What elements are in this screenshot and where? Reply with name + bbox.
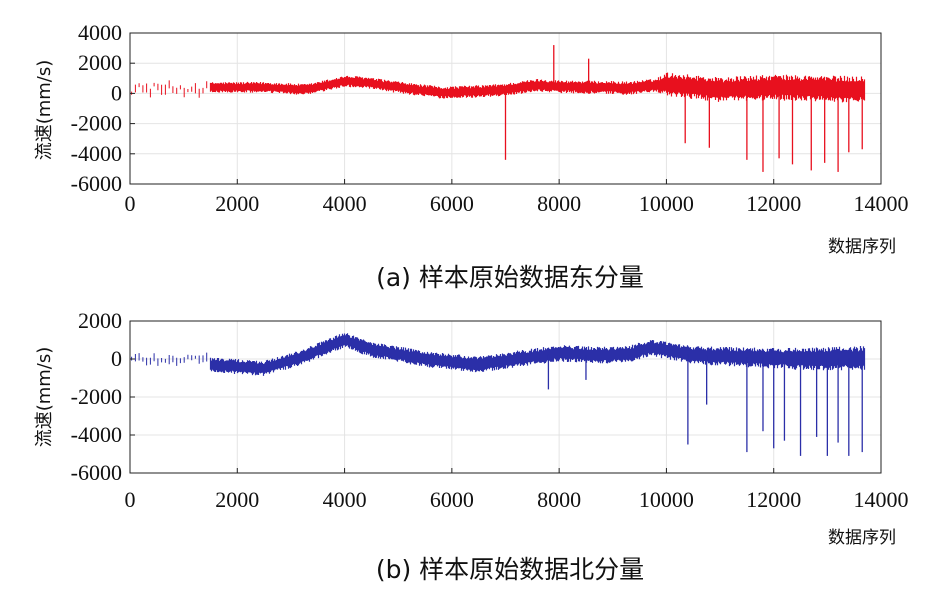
y-tick-label: -6000	[71, 460, 122, 485]
y-tick-label: 2000	[78, 50, 122, 75]
y-tick-label: -2000	[71, 384, 122, 409]
x-tick-label: 2000	[215, 487, 259, 512]
panel-b-x-ticks: 0 2000 4000 6000 8000 10000 12000 14000	[125, 468, 909, 512]
panel-a-east: 4000 2000 0 -2000 -4000 -6000 0 2000 4000 6000 80…	[34, 20, 909, 292]
x-tick-label: 8000	[537, 487, 581, 512]
x-tick-label: 4000	[323, 191, 367, 216]
x-tick-label: 4000	[323, 487, 367, 512]
x-tick-label: 6000	[430, 487, 474, 512]
data-band	[209, 72, 866, 103]
panel-a-series	[131, 45, 866, 172]
y-tick-label: 0	[111, 80, 122, 105]
y-tick-label: -4000	[71, 422, 122, 447]
y-tick-label: -6000	[71, 171, 122, 196]
x-tick-label: 14000	[854, 487, 909, 512]
panel-b-grid	[129, 320, 882, 474]
x-tick-label: 8000	[537, 191, 581, 216]
panel-a-y-ticks: 4000 2000 0 -2000 -4000 -6000	[71, 20, 135, 196]
x-tick-label: 10000	[639, 487, 694, 512]
panel-b-series	[131, 333, 866, 456]
x-tick-label: 10000	[639, 191, 694, 216]
sparse-segment	[131, 80, 208, 98]
y-tick-label: 4000	[78, 20, 122, 45]
panel-a-caption: (a) 样本原始数据东分量	[376, 263, 644, 292]
y-tick-label: 2000	[78, 308, 122, 333]
x-tick-label: 0	[125, 191, 136, 216]
panel-a-x-label: 数据序列	[828, 237, 896, 257]
x-tick-label: 12000	[746, 191, 801, 216]
data-band	[209, 333, 866, 376]
x-tick-label: 0	[125, 487, 136, 512]
panel-b-north: 2000 0 -2000 -4000 -6000 0 2000 4000 6000 8000 10…	[34, 308, 909, 584]
panel-a-x-ticks: 0 2000 4000 6000 8000 10000 12000 14000	[125, 179, 909, 216]
y-tick-label: -2000	[71, 111, 122, 136]
y-tick-label: 0	[111, 346, 122, 371]
panel-a-frame	[129, 32, 882, 185]
panel-b-x-label: 数据序列	[828, 528, 896, 548]
x-tick-label: 2000	[215, 191, 259, 216]
x-tick-label: 14000	[854, 191, 909, 216]
panel-a-y-label: 流速(mm/s)	[34, 60, 55, 161]
x-tick-label: 12000	[746, 487, 801, 512]
panel-b-caption: (b) 样本原始数据北分量	[376, 555, 644, 584]
panel-b-y-label: 流速(mm/s)	[34, 347, 55, 448]
y-tick-label: -4000	[71, 141, 122, 166]
x-tick-label: 6000	[430, 191, 474, 216]
panel-b-y-ticks: 2000 0 -2000 -4000 -6000	[71, 308, 135, 485]
